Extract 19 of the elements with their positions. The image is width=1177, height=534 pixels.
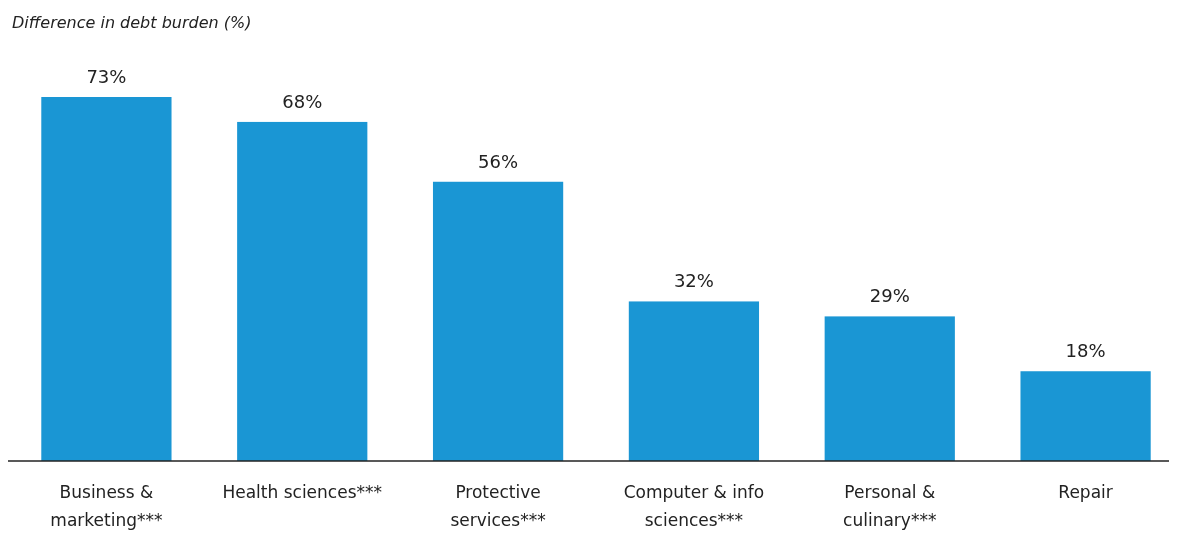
bar xyxy=(824,316,955,461)
data-label: 18% xyxy=(1065,340,1106,362)
bar xyxy=(628,301,760,461)
data-label: 32% xyxy=(673,270,714,292)
x-tick-label: Repair xyxy=(1058,482,1113,502)
bar xyxy=(1020,371,1151,461)
data-label: 73% xyxy=(86,66,127,87)
data-label: 56% xyxy=(478,150,519,172)
x-tick-label: Business & marketing*** xyxy=(50,482,163,530)
bar xyxy=(237,121,368,461)
x-tick-label: Protective services*** xyxy=(450,482,546,530)
bar xyxy=(41,97,172,461)
chart-title: Difference in debt burden (%) xyxy=(12,13,252,32)
x-tick-label: Computer & info sciences*** xyxy=(623,482,765,530)
x-tick-label: Health sciences*** xyxy=(222,482,383,502)
data-label: 29% xyxy=(869,285,910,307)
data-label: 68% xyxy=(282,90,323,112)
bar xyxy=(432,181,564,461)
x-tick-label: Personal & culinary*** xyxy=(843,482,937,530)
